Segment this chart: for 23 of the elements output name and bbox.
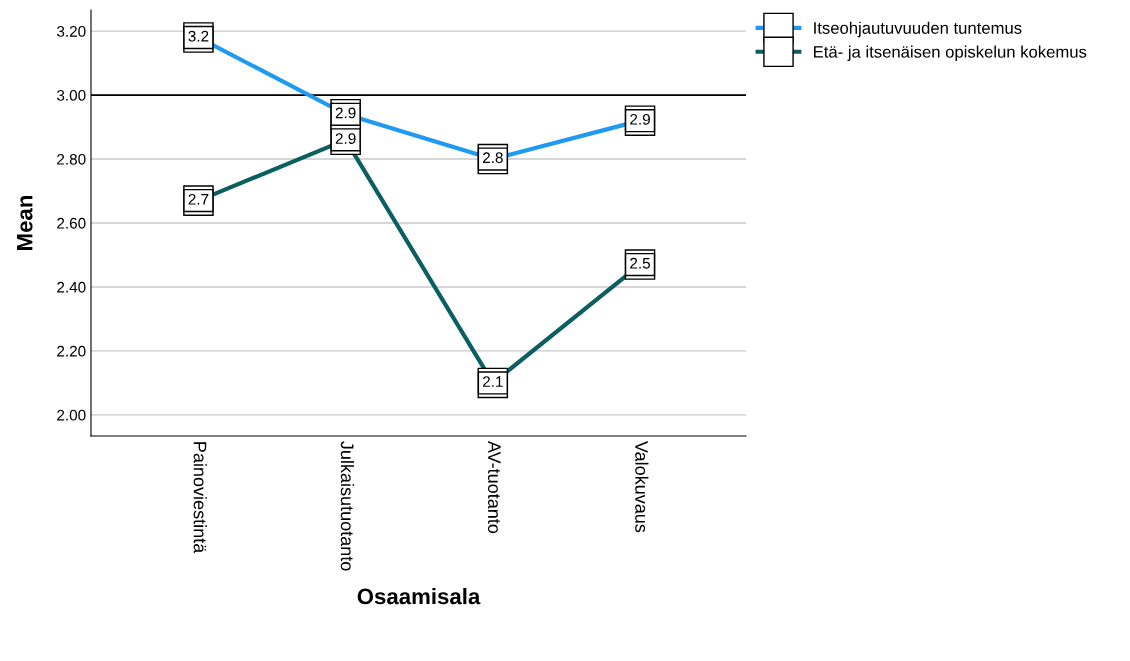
x-tick-label: AV-tuotanto xyxy=(487,440,501,534)
y-tick-label: 2.80 xyxy=(57,153,86,165)
legend-label: Itseohjautuvuuden tuntemus xyxy=(814,21,1022,38)
x-tick-label: Valokuvaus xyxy=(635,440,649,533)
y-tick-label: 2.40 xyxy=(57,281,86,293)
x-tick-label: Painoviestintä xyxy=(193,442,207,554)
x-tick-label: Julkaisutuotanto xyxy=(340,441,355,571)
y-tick-label: 3.20 xyxy=(56,25,86,37)
data-label: 2.5 xyxy=(630,257,650,269)
y-axis-title: Mean xyxy=(17,195,33,250)
data-label: 3.2 xyxy=(188,30,209,42)
data-label: 2.9 xyxy=(630,113,650,125)
data-label: 2.9 xyxy=(335,133,356,144)
y-tick-label: 2.00 xyxy=(57,409,86,421)
x-axis-title: Osaamisala xyxy=(357,588,481,605)
legend-label: Etä- ja itsenäisen opiskelun kokemus xyxy=(814,45,1087,62)
data-label: 2.7 xyxy=(188,193,209,205)
y-tick-label: 3.00 xyxy=(56,89,86,101)
data-label: 2.9 xyxy=(335,107,356,119)
data-label: 2.1 xyxy=(482,376,503,387)
data-label: 2.8 xyxy=(482,152,503,164)
y-tick-label: 2.20 xyxy=(57,345,86,357)
y-tick-label: 2.60 xyxy=(57,217,86,229)
